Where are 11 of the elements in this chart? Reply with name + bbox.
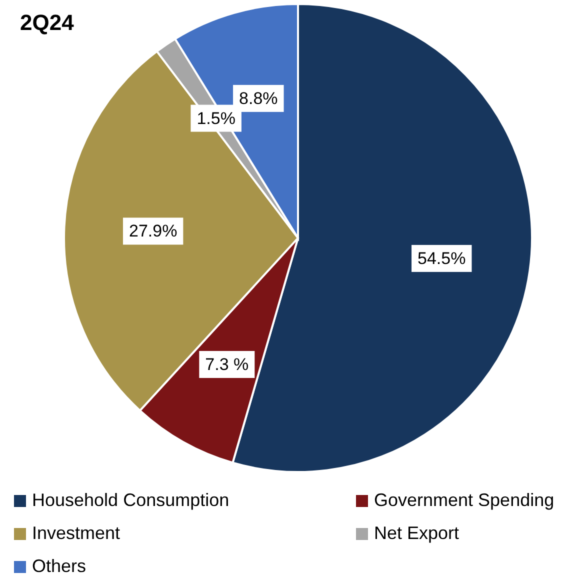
- legend-label: Investment: [32, 523, 120, 543]
- legend-label: Net Export: [374, 523, 460, 543]
- data-label: 27.9%: [128, 222, 178, 241]
- legend-label: Household Consumption: [32, 490, 230, 510]
- data-label: 1.5%: [196, 108, 236, 128]
- data-label: 7.3 %: [205, 354, 249, 374]
- data-label: 8.8%: [239, 88, 278, 108]
- legend-label: Others: [32, 556, 86, 576]
- legend-label: Government Spending: [374, 490, 554, 510]
- data-label: 54.5%: [418, 248, 466, 268]
- chart-title: 2Q24: [20, 10, 75, 35]
